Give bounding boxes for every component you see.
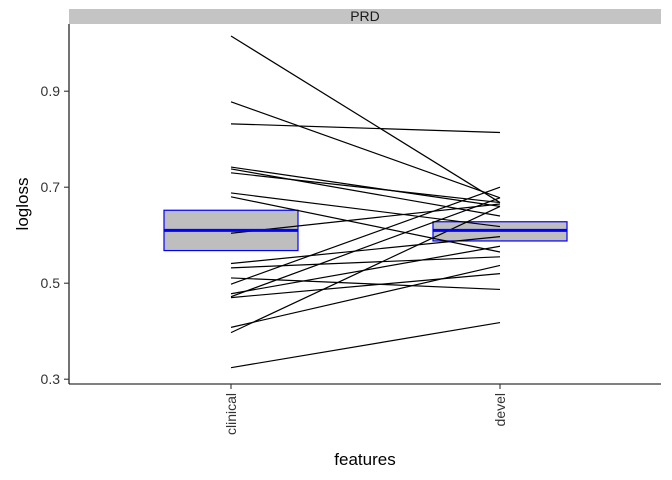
x-tick-label-devel: devel (492, 393, 508, 426)
paired-line (230, 192, 501, 228)
paired-line (230, 321, 501, 369)
paired-line (230, 264, 501, 328)
y-tick-label: 0.3 (41, 371, 61, 387)
x-tick-label-clinical: clinical (223, 393, 239, 435)
paired-line (230, 236, 501, 265)
paired-line (230, 172, 501, 204)
x-axis-title: features (334, 450, 395, 469)
panel-strip-label: PRD (350, 8, 380, 24)
y-tick-label: 0.5 (41, 275, 61, 291)
paired-line (230, 35, 501, 204)
paired-line (230, 197, 501, 298)
paired-line (230, 203, 501, 234)
paired-line (230, 166, 501, 207)
paired-line (230, 256, 501, 269)
y-axis-title: logloss (13, 178, 32, 231)
y-tick-label: 0.7 (41, 179, 61, 195)
paired-line (230, 101, 501, 199)
paired-line (230, 273, 501, 299)
paired-line (230, 168, 501, 217)
paired-lines-layer (230, 35, 501, 369)
paired-line (230, 196, 501, 253)
paired-line (230, 205, 501, 334)
paired-line (230, 186, 501, 285)
paired-line (230, 123, 501, 134)
y-axis-ticks: 0.3 0.5 0.7 0.9 (41, 83, 69, 387)
panel-strip (69, 9, 661, 24)
x-axis-ticks: clinical devel (223, 384, 508, 435)
y-tick-label: 0.9 (41, 83, 61, 99)
